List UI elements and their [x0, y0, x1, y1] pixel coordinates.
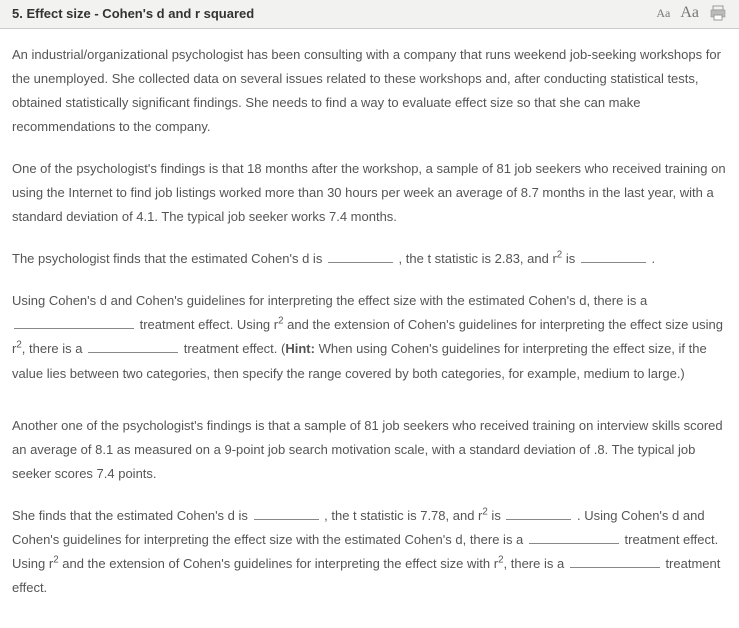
text: Using Cohen's d and Cohen's guidelines f…	[12, 293, 647, 308]
hint-label: Hint:	[285, 341, 315, 356]
question-title: 5. Effect size - Cohen's d and r squared	[12, 6, 254, 21]
text: and the extension of Cohen's guidelines …	[59, 556, 498, 571]
paragraph-guidelines-1: Using Cohen's d and Cohen's guidelines f…	[12, 289, 727, 385]
blank-treatment-d-2[interactable]	[529, 529, 619, 544]
blank-r2-2[interactable]	[506, 505, 571, 520]
blank-r2-1[interactable]	[581, 248, 646, 263]
blank-cohens-d-1[interactable]	[328, 248, 393, 263]
text: is	[562, 251, 579, 266]
paragraph-blanks-2: She finds that the estimated Cohen's d i…	[12, 504, 727, 600]
print-icon[interactable]	[709, 5, 727, 21]
blank-treatment-d-1[interactable]	[14, 314, 134, 329]
font-size-small-icon[interactable]: Aa	[656, 6, 670, 21]
text: treatment effect. (	[180, 341, 285, 356]
text: , the t statistic is 2.83, and r	[395, 251, 557, 266]
blank-cohens-d-2[interactable]	[254, 505, 319, 520]
question-header: 5. Effect size - Cohen's d and r squared…	[0, 0, 739, 29]
blank-treatment-r2-1[interactable]	[88, 338, 178, 353]
text: She finds that the estimated Cohen's d i…	[12, 508, 252, 523]
paragraph-blanks-1: The psychologist finds that the estimate…	[12, 247, 727, 271]
question-body: An industrial/organizational psychologis…	[0, 29, 739, 628]
header-toolbar: Aa Aa	[656, 4, 727, 22]
text: is	[488, 508, 505, 523]
text: treatment effect. Using r	[136, 317, 278, 332]
font-size-large-icon[interactable]: Aa	[680, 4, 699, 22]
text: , there is a	[504, 556, 568, 571]
text: The psychologist finds that the estimate…	[12, 251, 326, 266]
text: , there is a	[22, 341, 86, 356]
paragraph-intro: An industrial/organizational psychologis…	[12, 43, 727, 139]
blank-treatment-r2-2[interactable]	[570, 553, 660, 568]
paragraph-finding-1: One of the psychologist's findings is th…	[12, 157, 727, 229]
paragraph-finding-2: Another one of the psychologist's findin…	[12, 414, 727, 486]
text: , the t statistic is 7.78, and r	[321, 508, 483, 523]
text: .	[648, 251, 655, 266]
